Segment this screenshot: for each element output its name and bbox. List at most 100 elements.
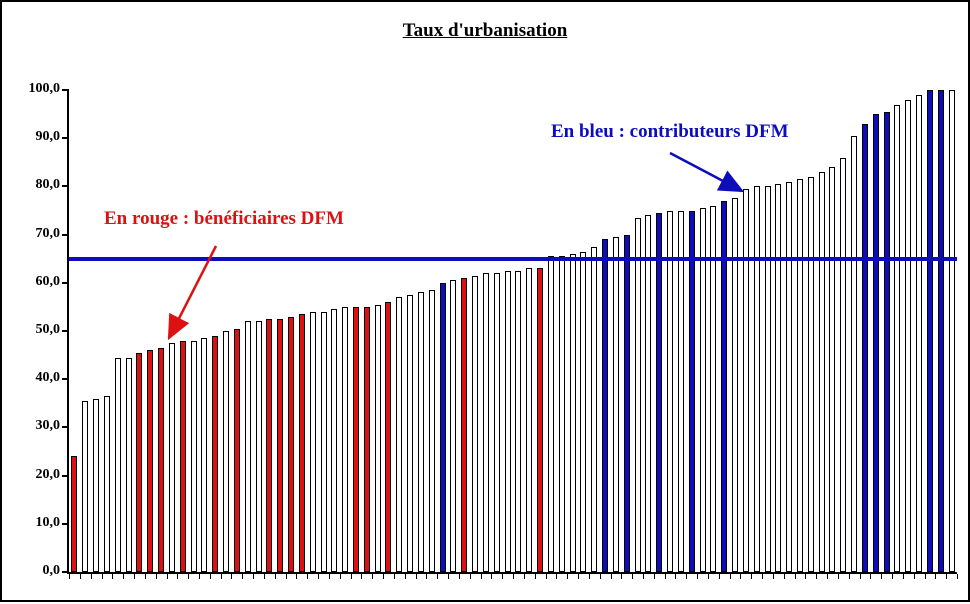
x-tick-mark bbox=[491, 574, 493, 579]
y-tick-mark bbox=[62, 281, 69, 284]
bar-white bbox=[201, 338, 208, 572]
bar-red bbox=[363, 306, 370, 572]
y-tick-label: 80,0 bbox=[35, 177, 61, 193]
x-tick-mark bbox=[123, 574, 125, 579]
x-tick-mark bbox=[188, 574, 190, 579]
bar-blue bbox=[602, 239, 609, 572]
x-tick-mark bbox=[502, 574, 504, 579]
bar-white bbox=[894, 104, 901, 572]
bar-blue bbox=[861, 123, 868, 572]
x-tick-mark bbox=[643, 574, 644, 579]
x-tick-mark bbox=[199, 574, 200, 579]
bar-white bbox=[407, 294, 414, 572]
reference-line bbox=[69, 256, 957, 261]
bar-red bbox=[266, 318, 273, 572]
bar-white bbox=[948, 90, 955, 572]
x-tick-mark bbox=[827, 574, 828, 579]
bar-blue bbox=[688, 210, 695, 572]
x-tick-mark bbox=[480, 574, 482, 579]
bar-white bbox=[504, 270, 511, 572]
x-tick-mark bbox=[545, 574, 547, 579]
bar-blue bbox=[656, 212, 663, 572]
bar-white bbox=[82, 400, 89, 572]
x-tick-mark bbox=[242, 574, 244, 579]
bar-white bbox=[93, 398, 100, 572]
x-tick-mark bbox=[144, 574, 146, 579]
red-legend-annotation: En rouge : bénéficiaires DFM bbox=[104, 208, 344, 229]
bar-white bbox=[493, 273, 500, 572]
x-tick-mark bbox=[881, 574, 883, 579]
x-tick-mark bbox=[79, 574, 81, 579]
y-tick-label: 0,0 bbox=[42, 563, 61, 578]
x-tick-mark bbox=[762, 574, 764, 579]
bar-white bbox=[114, 357, 121, 572]
y-tick-mark bbox=[62, 137, 69, 140]
bar-white bbox=[851, 135, 858, 572]
x-tick-mark bbox=[588, 574, 590, 579]
bar-white bbox=[223, 331, 230, 572]
x-tick-mark bbox=[90, 574, 92, 579]
y-tick-mark bbox=[62, 185, 69, 188]
bar-red bbox=[277, 318, 284, 572]
x-tick-mark bbox=[296, 574, 298, 579]
bar-white bbox=[331, 309, 338, 572]
y-tick-mark bbox=[62, 474, 69, 477]
x-tick-mark bbox=[307, 574, 309, 579]
x-tick-mark bbox=[350, 574, 352, 579]
y-tick-mark bbox=[62, 233, 69, 236]
x-tick-mark bbox=[220, 574, 222, 579]
x-tick-mark bbox=[383, 574, 384, 579]
bar-white bbox=[168, 343, 175, 572]
bar-red bbox=[147, 350, 154, 572]
bar-white bbox=[829, 167, 836, 572]
bar-white bbox=[580, 251, 587, 572]
x-tick-mark bbox=[946, 574, 948, 579]
bar-red bbox=[179, 340, 186, 572]
y-tick-label: 10,0 bbox=[35, 514, 61, 530]
bar-white bbox=[818, 171, 825, 572]
bar-red bbox=[461, 278, 468, 572]
bar-red bbox=[352, 306, 359, 572]
x-tick-mark bbox=[253, 574, 255, 579]
bar-white bbox=[482, 273, 489, 572]
bar-blue bbox=[721, 200, 728, 572]
x-tick-mark bbox=[686, 574, 688, 579]
x-tick-mark bbox=[707, 574, 709, 579]
chart-title: Taux d'urbanisation bbox=[402, 20, 568, 41]
x-tick-mark bbox=[567, 574, 569, 579]
x-tick-mark bbox=[231, 574, 233, 579]
x-tick-mark bbox=[772, 574, 774, 579]
bar-white bbox=[558, 256, 565, 572]
x-tick-mark bbox=[458, 574, 460, 579]
bar-white bbox=[450, 280, 457, 572]
bar-white bbox=[515, 270, 522, 572]
bar-white bbox=[645, 215, 652, 572]
bar-white bbox=[125, 357, 132, 572]
bar-white bbox=[396, 297, 403, 572]
x-tick-mark bbox=[155, 574, 157, 579]
bar-white bbox=[807, 176, 814, 572]
bar-red bbox=[71, 456, 78, 572]
y-tick-label: 100,0 bbox=[28, 81, 61, 96]
bar-white bbox=[916, 94, 923, 572]
x-tick-mark bbox=[426, 574, 428, 579]
bar-white bbox=[190, 340, 197, 572]
x-tick-mark bbox=[578, 574, 579, 579]
bar-white bbox=[472, 275, 479, 572]
bar-white bbox=[255, 321, 262, 572]
x-tick-mark bbox=[134, 574, 135, 579]
x-tick-mark bbox=[177, 574, 179, 579]
bar-white bbox=[417, 292, 424, 572]
x-tick-mark bbox=[870, 574, 872, 579]
y-tick-mark bbox=[62, 378, 69, 381]
bar-blue bbox=[883, 111, 890, 572]
bar-white bbox=[667, 210, 674, 572]
blue-legend-annotation: En bleu : contributeurs DFM bbox=[551, 121, 789, 142]
x-tick-mark bbox=[274, 574, 276, 579]
x-tick-mark bbox=[837, 574, 839, 579]
x-tick-mark bbox=[751, 574, 753, 579]
y-tick-mark bbox=[62, 426, 69, 429]
x-tick-mark bbox=[697, 574, 699, 579]
bar-red bbox=[537, 268, 544, 572]
